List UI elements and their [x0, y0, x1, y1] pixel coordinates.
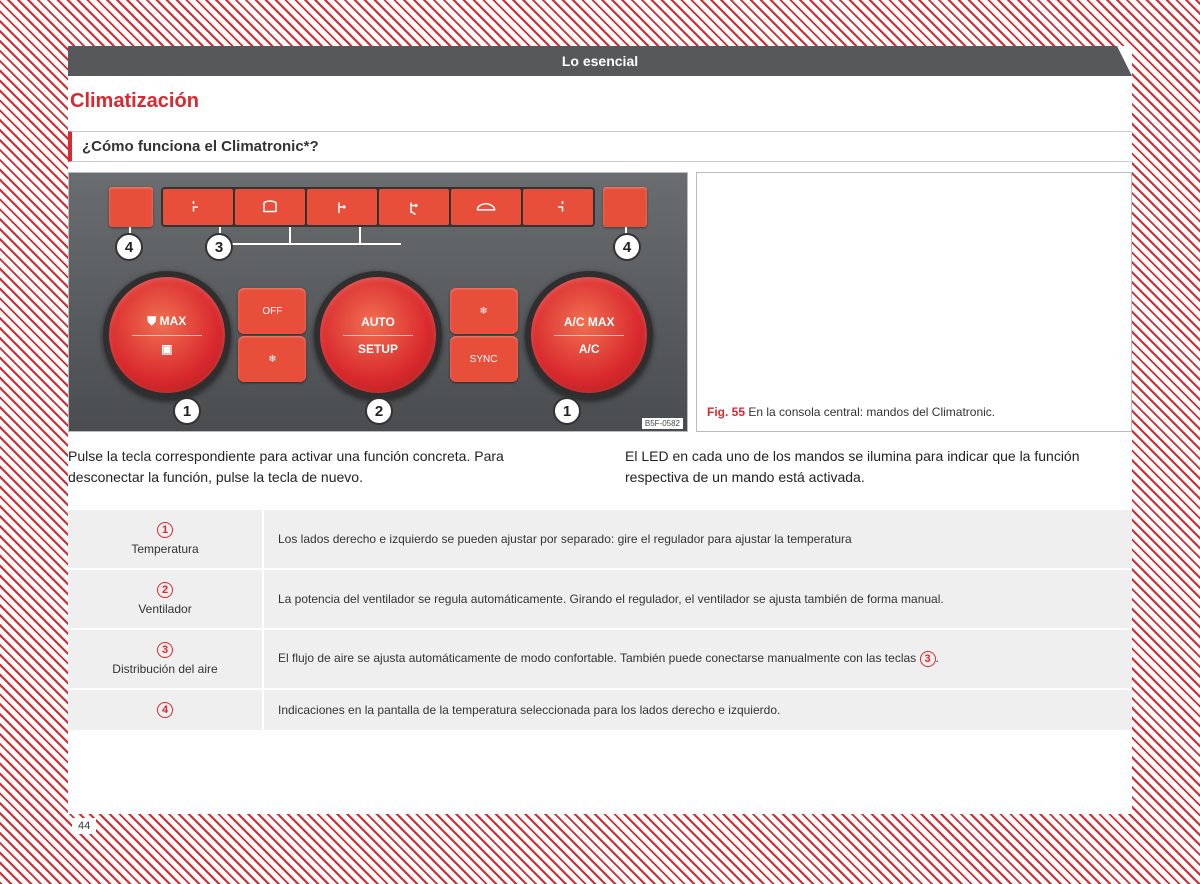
knob-left-line2: ▣ [161, 342, 172, 356]
table-row: 2 Ventilador La potencia del ventilador se… [68, 569, 1132, 629]
knob-divider [343, 335, 413, 336]
table-row: 1 Temperatura Los lados derecho e izquierd… [68, 510, 1132, 569]
header-bar: Lo esencial [68, 46, 1132, 76]
btn-off: OFF [238, 288, 306, 334]
table-cell-label: 2 Ventilador [68, 569, 263, 629]
mid-buttons-left: OFF ❄ [238, 288, 306, 382]
knob-right: A/C MAX A/C [525, 271, 653, 399]
knob-center: AUTO SETUP [314, 271, 442, 399]
figure-row: ⛊ MAX ▣ OFF ❄ AUTO SETUP ❄ [68, 172, 1132, 432]
table-cell-desc: Los lados derecho e izquierdo se pueden … [263, 510, 1132, 569]
knob-divider [132, 335, 202, 336]
btn-ice-l: ❄ [238, 336, 306, 382]
air-btn-1 [163, 189, 233, 225]
table-cell-desc: El flujo de aire se ajusta automáticamen… [263, 629, 1132, 689]
spec-table: 1 Temperatura Los lados derecho e izquierd… [68, 510, 1132, 732]
mid-buttons-right: ❄ SYNC [450, 288, 518, 382]
air-btn-2 [235, 189, 305, 225]
table-cell-label: 1 Temperatura [68, 510, 263, 569]
callout-2: 2 [365, 397, 393, 425]
content-area: Climatización ¿Cómo funciona el Climatro… [68, 76, 1132, 732]
callout-1-left: 1 [173, 397, 201, 425]
callout-3: 3 [205, 233, 233, 261]
leader-line [359, 227, 361, 243]
figure-number: Fig. 55 [707, 405, 745, 419]
page-number: 44 [72, 818, 96, 834]
callout-4-right: 4 [613, 233, 641, 261]
num-label: Ventilador [82, 602, 248, 616]
air-btn-5 [451, 189, 521, 225]
para-1: Pulse la tecla correspondiente para acti… [68, 446, 575, 488]
header-title: Lo esencial [562, 53, 638, 69]
table-cell-desc: Indicaciones en la pantalla de la temper… [263, 689, 1132, 731]
btn-ice-r: ❄ [450, 288, 518, 334]
figure-caption-text: En la consola central: mandos del Clima­… [748, 405, 995, 419]
knob-left: ⛊ MAX ▣ [103, 271, 231, 399]
air-btn-3 [307, 189, 377, 225]
section-title: Climatización [68, 90, 1132, 113]
paragraphs: Pulse la tecla correspondiente para acti… [68, 446, 1132, 488]
num-label: Distribución del aire [82, 662, 248, 676]
num-circle: 2 [157, 582, 173, 598]
panel-knob-row: ⛊ MAX ▣ OFF ❄ AUTO SETUP ❄ [69, 271, 687, 399]
knob-left-line1: ⛊ MAX [147, 314, 186, 329]
leader-line [221, 243, 401, 245]
knob-center-line2: SETUP [358, 342, 398, 356]
panel-rect-buttons [161, 187, 595, 227]
figure-caption-box: Fig. 55 En la consola central: mandos de… [696, 172, 1132, 432]
num-circle: 3 [157, 642, 173, 658]
page-frame: Lo esencial Climatización ¿Cómo funciona… [68, 46, 1132, 814]
table-row: 3 Distribución del aire El flujo de aire s… [68, 629, 1132, 689]
panel-square-btn-left [109, 187, 153, 227]
air-btn-6 [523, 189, 593, 225]
table-cell-desc: La potencia del ventilador se regula aut… [263, 569, 1132, 629]
knob-right-line2: A/C [579, 342, 600, 356]
para-2: El LED en cada uno de los mandos se ilum… [625, 446, 1132, 488]
figure-caption: Fig. 55 En la consola central: mandos de… [707, 403, 1121, 421]
panel-top-buttons [107, 187, 649, 227]
climatronic-panel: ⛊ MAX ▣ OFF ❄ AUTO SETUP ❄ [68, 172, 688, 432]
table-row: 4 Indicaciones en la pantalla de la tempe… [68, 689, 1132, 731]
num-label: Temperatura [82, 542, 248, 556]
knob-right-line1: A/C MAX [564, 315, 615, 329]
panel-code: B5F-0582 [642, 418, 683, 429]
callout-1-right: 1 [553, 397, 581, 425]
table-cell-label: 4 [68, 689, 263, 731]
air-btn-4 [379, 189, 449, 225]
panel-square-btn-right [603, 187, 647, 227]
leader-line [289, 227, 291, 243]
knob-divider [554, 335, 624, 336]
knob-center-line1: AUTO [361, 315, 395, 329]
num-circle: 1 [157, 522, 173, 538]
table-cell-label: 3 Distribución del aire [68, 629, 263, 689]
subsection-title: ¿Cómo funciona el Climatronic*? [68, 131, 1132, 162]
btn-sync: SYNC [450, 336, 518, 382]
num-circle-inline: 3 [920, 651, 936, 667]
callout-4-left: 4 [115, 233, 143, 261]
num-circle: 4 [157, 702, 173, 718]
